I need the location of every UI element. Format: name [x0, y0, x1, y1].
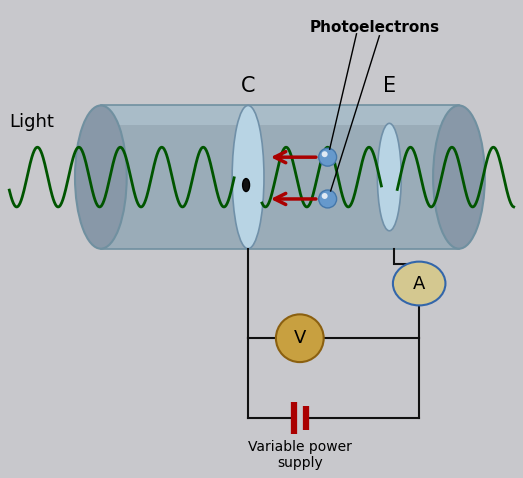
Ellipse shape	[433, 106, 485, 249]
Circle shape	[276, 315, 324, 362]
Ellipse shape	[393, 261, 446, 305]
Circle shape	[322, 193, 327, 199]
Text: Variable power
supply: Variable power supply	[248, 440, 352, 470]
Text: C: C	[241, 76, 255, 96]
Text: V: V	[293, 329, 306, 347]
Text: Photoelectrons: Photoelectrons	[309, 21, 439, 35]
Ellipse shape	[378, 123, 401, 231]
Polygon shape	[101, 106, 459, 125]
Text: E: E	[383, 76, 396, 96]
Text: A: A	[413, 274, 425, 293]
Text: Light: Light	[9, 113, 54, 131]
Circle shape	[322, 151, 327, 157]
Circle shape	[319, 190, 337, 208]
Ellipse shape	[75, 106, 127, 249]
Circle shape	[319, 148, 337, 166]
Polygon shape	[101, 106, 459, 249]
Ellipse shape	[243, 179, 249, 192]
Ellipse shape	[232, 106, 264, 249]
